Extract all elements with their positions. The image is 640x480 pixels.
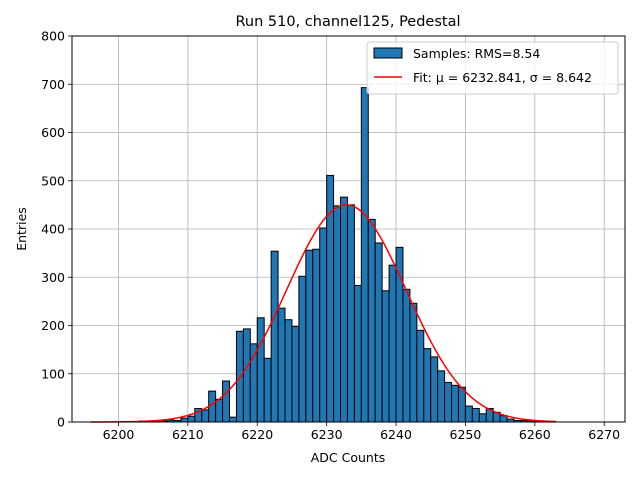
histogram-bar	[340, 196, 348, 423]
histogram-bar	[180, 417, 189, 423]
histogram-bar	[242, 328, 251, 423]
y-tick-label: 500	[41, 173, 65, 188]
histogram-bar	[277, 307, 286, 423]
histogram-bar	[444, 381, 453, 423]
y-axis-ticks: 0 100 200 300 400 500 600 700 800	[41, 29, 72, 430]
y-tick-label: 0	[57, 415, 65, 430]
x-axis-label: ADC Counts	[311, 450, 386, 465]
y-tick-label: 600	[41, 125, 65, 140]
x-axis-ticks: 6200 6210 6220 6230 6240 6250 6260 6270	[103, 422, 620, 442]
histogram-bar	[395, 246, 404, 423]
histogram-bar	[284, 319, 293, 423]
histogram-bar	[263, 357, 272, 423]
histogram-bar	[478, 413, 487, 423]
y-tick-label: 300	[41, 270, 65, 285]
legend-fit-label: Fit: μ = 6232.841, σ = 8.642	[413, 70, 592, 85]
histogram-bar	[430, 356, 439, 423]
histogram-bar	[312, 248, 321, 423]
x-tick-label: 6220	[241, 427, 273, 442]
histogram-bar	[353, 284, 362, 423]
histogram-bar	[298, 275, 307, 423]
histogram-bar	[256, 317, 265, 423]
histogram-bar	[367, 218, 376, 423]
histogram-bar	[402, 288, 411, 423]
legend-histogram-label: Samples: RMS=8.54	[413, 46, 540, 61]
histogram-bar	[409, 302, 418, 423]
histogram-bar	[388, 264, 397, 423]
histogram-bar	[215, 398, 224, 423]
fit-curve	[90, 204, 556, 423]
histogram-bar	[437, 370, 446, 423]
histogram-bar	[499, 415, 508, 423]
histogram-bar	[416, 329, 425, 423]
chart-title: Run 510, channel125, Pedestal	[235, 14, 460, 30]
x-tick-label: 6200	[103, 427, 135, 442]
y-tick-label: 800	[41, 29, 65, 44]
histogram-bar	[381, 290, 390, 423]
x-tick-label: 6250	[450, 427, 482, 442]
histogram-bar	[222, 380, 231, 423]
legend: Samples: RMS=8.54 Fit: μ = 6232.841, σ =…	[366, 41, 619, 95]
x-tick-label: 6260	[519, 427, 551, 442]
x-tick-label: 6210	[172, 427, 204, 442]
x-tick-label: 6230	[311, 427, 343, 442]
histogram-bar	[270, 250, 279, 423]
histogram-bars	[138, 87, 557, 423]
histogram-bar	[423, 348, 432, 423]
histogram-bar	[464, 405, 473, 423]
histogram-bar	[457, 386, 466, 423]
x-tick-label: 6270	[588, 427, 620, 442]
histogram-bar	[346, 204, 355, 423]
x-tick-label: 6240	[380, 427, 412, 442]
histogram-bar	[319, 227, 328, 423]
histogram-bar	[201, 409, 210, 423]
y-tick-label: 100	[41, 366, 65, 381]
histogram-bar	[471, 407, 480, 423]
y-tick-label: 200	[41, 318, 65, 333]
histogram-bar	[305, 249, 314, 423]
histogram-bar	[187, 415, 196, 423]
histogram-bar	[333, 205, 342, 423]
histogram-bar	[451, 384, 459, 423]
legend-histogram-swatch	[373, 47, 403, 59]
y-tick-label: 400	[41, 222, 65, 237]
y-axis-label: Entries	[14, 207, 29, 251]
histogram-bar	[291, 325, 300, 423]
histogram-bar	[374, 242, 383, 423]
y-tick-label: 700	[41, 77, 65, 92]
histogram-bar	[229, 416, 237, 423]
legend-frame	[366, 41, 619, 95]
histogram-bar	[360, 87, 369, 423]
